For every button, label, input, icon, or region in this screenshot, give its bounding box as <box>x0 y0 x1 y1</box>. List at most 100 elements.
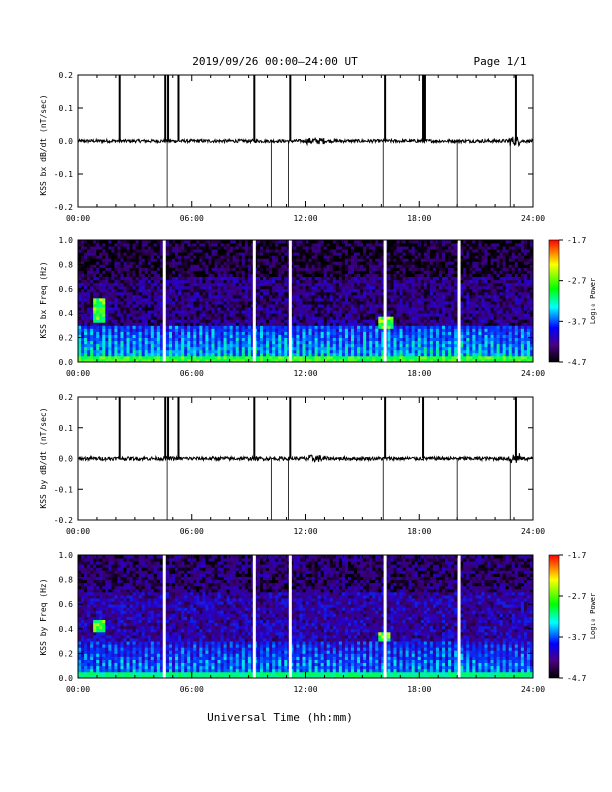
heatmap-cell <box>172 240 176 244</box>
heatmap-cell <box>256 307 261 311</box>
heatmap-cell <box>220 310 224 314</box>
heatmap-cell <box>256 325 261 329</box>
heatmap-cell <box>399 252 403 256</box>
heatmap-cell <box>178 328 182 332</box>
heatmap-cell <box>156 240 161 244</box>
heatmap-cell <box>335 316 340 320</box>
heatmap-cell <box>369 355 373 360</box>
heatmap-cell <box>105 240 109 244</box>
heatmap-cell <box>378 243 382 247</box>
heatmap-cell <box>187 264 191 268</box>
heatmap-cell <box>87 349 91 354</box>
heatmap-cell <box>105 279 109 284</box>
heatmap-cell <box>99 358 103 363</box>
heatmap-cell <box>429 276 434 281</box>
heatmap-cell <box>156 246 161 250</box>
heatmap-cell <box>214 310 218 314</box>
heatmap-cell <box>396 258 400 262</box>
heatmap-cell <box>369 325 373 329</box>
heatmap-cell <box>442 294 446 299</box>
heatmap-cell <box>335 319 340 323</box>
heatmap-cell <box>354 282 358 287</box>
heatmap-cell <box>193 322 197 326</box>
heatmap-cell <box>229 285 234 290</box>
heatmap-cell <box>448 288 452 293</box>
heatmap-cell <box>414 352 419 357</box>
heatmap-cell <box>351 307 355 311</box>
heatmap-cell <box>408 258 413 262</box>
heatmap-cell <box>81 252 85 256</box>
heatmap-cell <box>317 343 322 348</box>
heatmap-cell <box>114 276 118 281</box>
heatmap-cell <box>247 319 252 323</box>
heatmap-cell <box>250 252 255 256</box>
heatmap-cell <box>429 261 434 265</box>
heatmap-cell <box>169 252 173 256</box>
heatmap-cell <box>290 276 294 281</box>
heatmap-cell <box>81 279 85 284</box>
heatmap-cell <box>208 240 212 244</box>
heatmap-cell <box>326 270 331 274</box>
heatmap-cell <box>438 285 443 290</box>
heatmap-cell <box>111 243 115 247</box>
heatmap-cell <box>396 240 400 244</box>
heatmap-cell <box>235 264 240 268</box>
heatmap-cell <box>445 294 449 299</box>
heatmap-cell <box>138 343 143 348</box>
heatmap-cell <box>290 297 294 302</box>
heatmap-cell <box>363 273 367 277</box>
heatmap-cell <box>308 276 312 281</box>
heatmap-cell <box>344 307 349 311</box>
heatmap-cell <box>432 297 437 302</box>
heatmap-cell <box>372 346 376 351</box>
heatmap-cell <box>278 322 282 326</box>
heatmap-cell <box>311 340 315 345</box>
heatmap-cell <box>402 249 406 253</box>
heatmap-cell <box>320 264 325 268</box>
heatmap-cell <box>120 291 124 296</box>
heatmap-cell <box>332 273 337 277</box>
heatmap-cell <box>442 304 446 308</box>
heatmap-cell <box>102 282 106 287</box>
heatmap-cell <box>205 328 209 332</box>
heatmap-cell <box>263 267 267 271</box>
heatmap-cell <box>293 322 297 326</box>
heatmap-cell <box>381 343 385 348</box>
heatmap-cell <box>299 331 303 335</box>
heatmap-cell <box>317 358 322 363</box>
heatmap-cell <box>323 270 328 274</box>
heatmap-cell <box>442 252 446 256</box>
heatmap-cell <box>117 304 121 308</box>
heatmap-cell <box>220 282 224 287</box>
heatmap-cell <box>232 325 237 329</box>
heatmap-cell <box>190 343 194 348</box>
heatmap-cell <box>351 288 355 293</box>
heatmap-cell <box>141 261 146 265</box>
heatmap-cell <box>396 319 400 323</box>
heatmap-cell <box>411 334 416 338</box>
heatmap-cell <box>244 337 249 342</box>
heatmap-cell <box>296 358 300 363</box>
heatmap-cell <box>78 264 82 268</box>
heatmap-cell <box>184 337 188 342</box>
heatmap-cell <box>99 243 103 247</box>
heatmap-cell <box>338 252 343 256</box>
heatmap-cell <box>335 310 340 314</box>
heatmap-cell <box>205 273 209 277</box>
heatmap-cell <box>178 316 182 320</box>
heatmap-cell <box>114 310 118 314</box>
heatmap-cell <box>329 273 334 277</box>
heatmap-cell <box>126 346 130 351</box>
heatmap-cell <box>451 340 455 345</box>
heatmap-cell <box>326 337 331 342</box>
heatmap-cell <box>451 261 455 265</box>
heatmap-cell <box>438 355 443 360</box>
heatmap-cell <box>229 273 234 277</box>
heatmap-cell <box>408 355 413 360</box>
heatmap-cell <box>184 331 188 335</box>
heatmap-cell <box>105 291 109 296</box>
heatmap-cell <box>244 322 249 326</box>
heatmap-cell <box>256 243 261 247</box>
heatmap-cell <box>263 291 267 296</box>
heatmap-cell <box>84 331 88 335</box>
